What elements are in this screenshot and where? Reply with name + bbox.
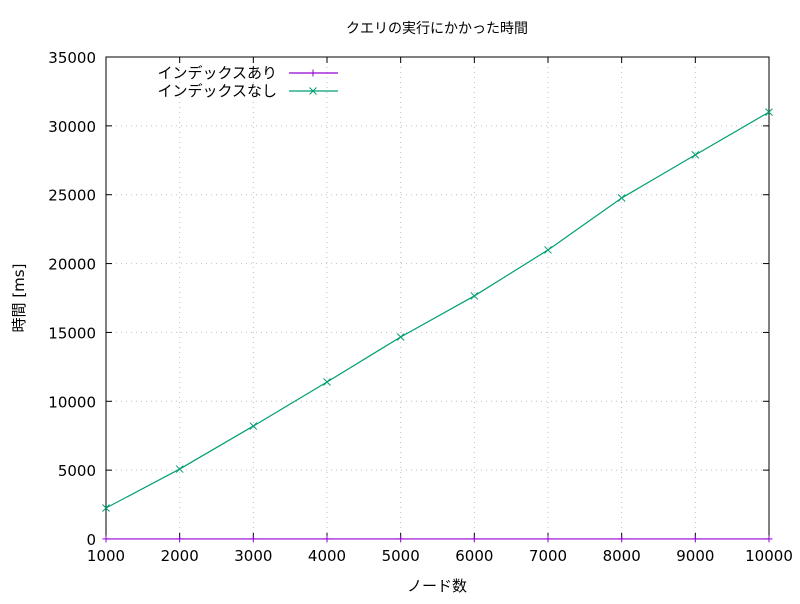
y-tick-label: 0: [86, 531, 96, 549]
series-with-index: [102, 535, 773, 543]
y-tick-label: 5000: [58, 462, 96, 480]
x-axis-label: ノード数: [407, 577, 467, 595]
x-tick-label: 1000: [87, 547, 125, 565]
data-series: [102, 108, 773, 543]
x-tick-label: 5000: [382, 547, 420, 565]
y-axis-label: 時間 [ms]: [10, 264, 28, 333]
x-tick-label: 7000: [529, 547, 567, 565]
plot-frame: [105, 56, 770, 540]
chart-title: クエリの実行にかかった時間: [346, 21, 528, 37]
legend-label: インデックスあり: [157, 64, 277, 82]
x-tick-label: 4000: [308, 547, 346, 565]
axis-ticks: [105, 56, 770, 540]
x-tick-label: 3000: [234, 547, 272, 565]
y-tick-label: 25000: [48, 187, 96, 205]
x-tick-label: 6000: [455, 547, 493, 565]
grid-lines: [106, 57, 769, 539]
x-tick-label: 8000: [603, 547, 641, 565]
legend-label: インデックスなし: [157, 82, 277, 100]
y-tick-label: 10000: [48, 393, 96, 411]
y-tick-label: 30000: [48, 118, 96, 136]
legend-marker-icon: [309, 69, 317, 77]
y-tick-label: 35000: [48, 49, 96, 67]
series-without-index: [102, 108, 773, 512]
x-tick-label: 10000: [745, 547, 793, 565]
legend-marker-icon: [309, 87, 317, 95]
x-tick-label: 2000: [161, 547, 199, 565]
y-tick-label: 20000: [48, 256, 96, 274]
y-tick-label: 15000: [48, 324, 96, 342]
tick-labels: 1000 2000 3000 4000 5000 6000 7000 8000 9000 1000…: [48, 49, 793, 565]
x-tick-label: 9000: [676, 547, 714, 565]
